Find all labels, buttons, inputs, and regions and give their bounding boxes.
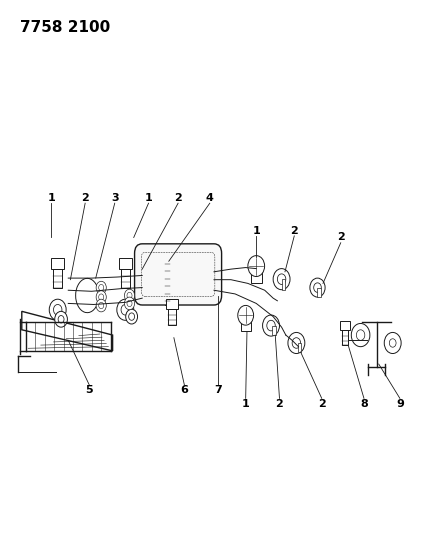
- Bar: [165, 260, 170, 305]
- Bar: [282, 279, 285, 290]
- Text: 5: 5: [86, 385, 93, 395]
- Circle shape: [96, 291, 106, 303]
- Bar: [54, 269, 62, 288]
- Text: 1: 1: [145, 193, 152, 203]
- Text: 8: 8: [360, 399, 368, 409]
- Circle shape: [129, 313, 134, 320]
- Text: 7: 7: [214, 385, 222, 395]
- Bar: [166, 299, 178, 309]
- Text: 2: 2: [337, 232, 345, 243]
- Circle shape: [314, 283, 321, 292]
- Bar: [251, 268, 262, 282]
- Bar: [342, 330, 348, 345]
- Circle shape: [277, 274, 286, 285]
- Circle shape: [248, 256, 265, 277]
- Bar: [51, 257, 64, 269]
- Bar: [340, 321, 350, 330]
- Text: 2: 2: [276, 399, 283, 409]
- Circle shape: [238, 305, 253, 325]
- Circle shape: [96, 281, 106, 294]
- Text: 1: 1: [48, 193, 55, 203]
- Circle shape: [58, 316, 64, 323]
- Circle shape: [384, 333, 401, 353]
- Bar: [121, 269, 130, 288]
- Text: 3: 3: [111, 193, 119, 203]
- Text: 7758 2100: 7758 2100: [20, 20, 110, 35]
- Circle shape: [273, 269, 290, 290]
- Bar: [297, 343, 301, 352]
- Circle shape: [96, 299, 106, 312]
- Circle shape: [117, 299, 134, 320]
- Text: 1: 1: [253, 225, 260, 236]
- FancyBboxPatch shape: [134, 244, 222, 305]
- Circle shape: [121, 304, 130, 315]
- Circle shape: [263, 315, 279, 336]
- Circle shape: [125, 289, 134, 302]
- Text: 2: 2: [318, 399, 326, 409]
- Circle shape: [292, 338, 300, 348]
- Bar: [168, 309, 176, 325]
- Text: 2: 2: [81, 193, 89, 203]
- Circle shape: [99, 294, 104, 300]
- Text: 6: 6: [181, 385, 188, 395]
- Bar: [119, 257, 132, 269]
- Circle shape: [127, 292, 132, 298]
- Circle shape: [49, 299, 66, 320]
- Circle shape: [127, 300, 132, 306]
- Circle shape: [125, 297, 134, 310]
- Text: 2: 2: [290, 225, 298, 236]
- Polygon shape: [22, 311, 113, 351]
- Circle shape: [288, 333, 305, 353]
- Text: 9: 9: [396, 399, 404, 409]
- Circle shape: [54, 304, 62, 315]
- Text: 4: 4: [206, 193, 214, 203]
- Circle shape: [55, 311, 68, 327]
- Circle shape: [99, 302, 104, 309]
- Circle shape: [267, 320, 275, 331]
- Text: 2: 2: [174, 193, 182, 203]
- Text: 1: 1: [242, 399, 250, 409]
- Circle shape: [126, 309, 137, 324]
- Bar: [241, 317, 251, 331]
- Bar: [272, 326, 276, 335]
- Circle shape: [351, 324, 370, 346]
- Circle shape: [99, 285, 104, 291]
- Circle shape: [310, 278, 325, 297]
- Bar: [318, 288, 321, 297]
